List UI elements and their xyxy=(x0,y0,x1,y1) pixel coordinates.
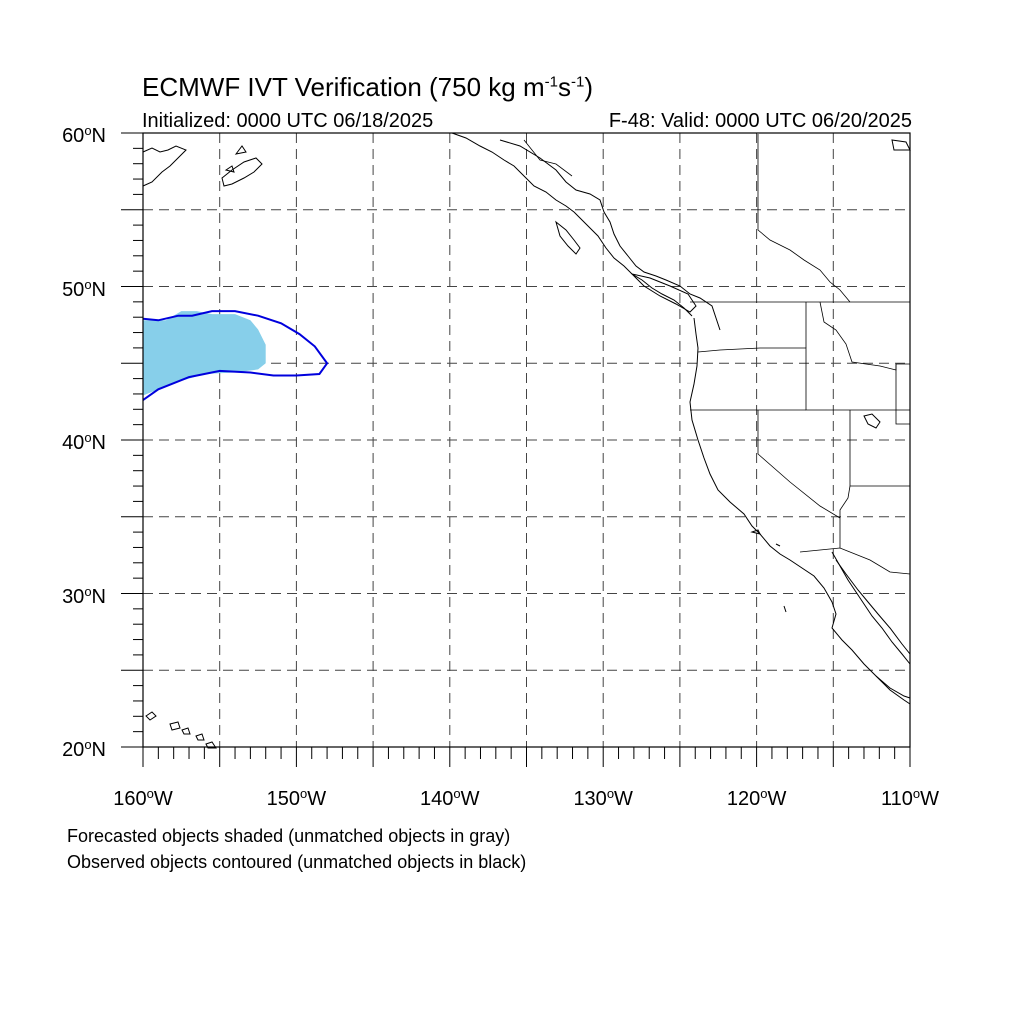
lon-label: 130oW xyxy=(573,786,633,810)
lon-label: 140oW xyxy=(420,786,480,810)
border xyxy=(697,347,910,411)
observed-note: Observed objects contoured (unmatched ob… xyxy=(67,852,527,872)
coastline xyxy=(221,157,263,187)
lon-label: 150oW xyxy=(266,786,327,810)
coastline xyxy=(750,139,911,613)
observed-objects xyxy=(142,310,329,401)
coastline xyxy=(555,220,581,255)
coastline xyxy=(145,711,217,749)
forecast-object-shade xyxy=(143,311,266,396)
coastline xyxy=(875,675,911,699)
coastline xyxy=(224,145,247,173)
observed-object-contour xyxy=(142,310,329,401)
lat-label: 40oN xyxy=(62,430,106,454)
lat-label: 20oN xyxy=(62,737,106,761)
coastline xyxy=(499,139,721,331)
lat-label: 60oN xyxy=(62,123,106,147)
border xyxy=(757,410,841,519)
lon-label: 160oW xyxy=(113,786,173,810)
coastline xyxy=(689,317,911,705)
lon-label: 120oW xyxy=(726,786,787,810)
coastline xyxy=(142,145,187,187)
border xyxy=(839,485,851,548)
forecast-objects xyxy=(143,311,266,396)
border xyxy=(895,364,910,425)
coastline xyxy=(451,132,693,317)
border xyxy=(799,547,911,575)
forecast-note: Forecasted objects shaded (unmatched obj… xyxy=(67,826,511,846)
coastlines-and-borders xyxy=(142,132,911,749)
lat-label: 30oN xyxy=(62,583,106,608)
gridlines xyxy=(143,133,910,747)
initialized-time: Initialized: 0000 UTC 06/18/2025 xyxy=(142,110,434,132)
lat-label: 50oN xyxy=(62,276,106,301)
valid-time: F-48: Valid: 0000 UTC 06/20/2025 xyxy=(608,110,912,132)
map-title: ECMWF IVT Verification (750 kg m-1s-1) xyxy=(142,72,593,102)
border xyxy=(757,134,851,303)
border xyxy=(523,139,573,177)
coastline xyxy=(835,559,911,655)
lon-label: 110oW xyxy=(880,786,939,810)
coastline xyxy=(831,551,911,665)
map-frame xyxy=(121,132,911,767)
coastline xyxy=(630,273,697,313)
